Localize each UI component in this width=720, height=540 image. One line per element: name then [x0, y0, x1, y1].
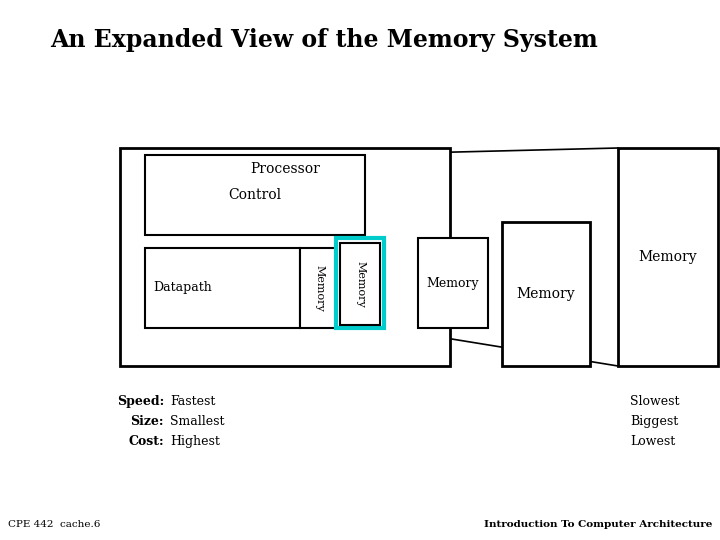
- Text: Processor: Processor: [250, 162, 320, 176]
- Text: Cost:: Cost:: [128, 435, 164, 448]
- Text: Biggest: Biggest: [630, 415, 678, 428]
- Text: Slowest: Slowest: [630, 395, 680, 408]
- Text: Smallest: Smallest: [170, 415, 225, 428]
- Text: Introduction To Computer Architecture: Introduction To Computer Architecture: [484, 520, 712, 529]
- Text: Highest: Highest: [170, 435, 220, 448]
- Text: Memory: Memory: [639, 250, 697, 264]
- Bar: [120, 148, 450, 366]
- Text: An Expanded View of the Memory System: An Expanded View of the Memory System: [50, 28, 598, 52]
- Text: Datapath: Datapath: [153, 281, 212, 294]
- Text: Memory: Memory: [355, 261, 365, 307]
- Bar: [340, 243, 380, 325]
- Text: CPE 442  cache.6: CPE 442 cache.6: [8, 520, 100, 529]
- Bar: [145, 155, 365, 235]
- Bar: [618, 148, 718, 366]
- Bar: [502, 222, 590, 366]
- Text: Control: Control: [228, 188, 282, 202]
- Text: Size:: Size:: [130, 415, 164, 428]
- Bar: [336, 238, 384, 328]
- Bar: [418, 238, 488, 328]
- Text: Memory: Memory: [427, 276, 480, 289]
- Text: Memory: Memory: [517, 287, 575, 301]
- Bar: [145, 248, 300, 328]
- Text: Memory: Memory: [314, 265, 324, 312]
- Text: Fastest: Fastest: [170, 395, 215, 408]
- Text: Speed:: Speed:: [117, 395, 164, 408]
- Bar: [300, 248, 338, 328]
- Text: Lowest: Lowest: [630, 435, 675, 448]
